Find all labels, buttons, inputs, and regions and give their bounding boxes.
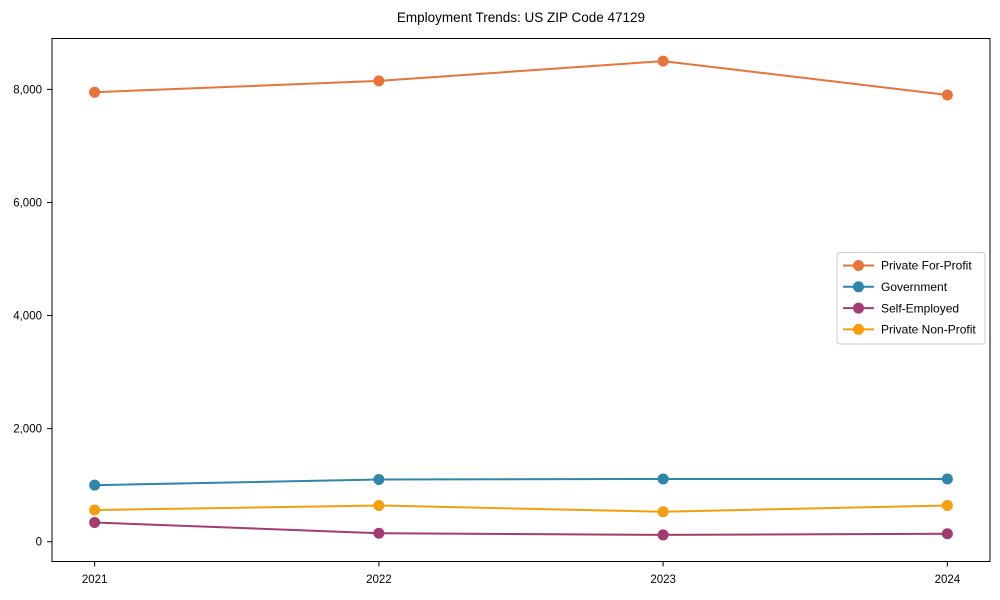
legend-label: Private For-Profit [881,259,972,273]
y-axis-tick-label: 6,000 [13,197,42,209]
data-point-government-2023 [657,473,669,485]
y-axis-tick-label: 0 [36,537,42,549]
y-axis-tick-label: 2,000 [13,424,42,436]
legend-swatch-marker [853,281,864,293]
data-point-government-2024 [941,473,953,485]
legend-item-self-employed: Self-Employed [843,301,959,315]
legend-item-government: Government [843,280,948,294]
data-point-private-for-profit-2021 [89,86,101,98]
legend-swatch-marker [853,302,864,314]
y-axis-tick-label: 8,000 [13,84,42,96]
data-point-private-non-profit-2023 [657,506,669,518]
legend-label: Self-Employed [881,301,959,315]
data-point-self-employed-2024 [941,528,953,540]
data-point-self-employed-2023 [657,529,669,541]
legend-swatch-marker [853,260,864,271]
legend-swatch-marker [853,323,864,335]
series-line-private-non-profit [94,504,948,513]
legend-item-private-for-profit: Private For-Profit [843,259,972,273]
data-point-private-non-profit-2021 [89,504,101,516]
data-point-government-2022 [373,474,385,486]
data-point-private-for-profit-2024 [941,89,953,101]
legend-box [836,252,986,345]
series-line-self-employed [94,521,948,536]
x-axis-tick-label: 2021 [82,574,108,586]
data-point-self-employed-2021 [89,516,101,528]
series-line-private-for-profit [94,60,948,96]
x-axis-tick-label: 2022 [366,574,392,586]
legend-label: Government [881,280,948,294]
data-point-private-non-profit-2022 [373,500,385,512]
x-axis-tick-label: 2024 [935,574,961,586]
data-point-government-2021 [89,479,101,491]
legend-item-private-non-profit: Private Non-Profit [843,323,976,337]
y-axis-tick-label: 4,000 [13,311,42,323]
series-line-government [94,478,948,487]
plot-border [51,38,991,562]
chart-title: Employment Trends: US ZIP Code 47129 [396,10,646,25]
data-point-private-non-profit-2024 [941,500,953,512]
data-point-private-for-profit-2023 [657,55,669,67]
data-point-private-for-profit-2022 [373,75,385,87]
legend: Private For-Profit Government Self-Employe… [836,252,986,345]
data-point-self-employed-2022 [373,527,385,539]
x-axis-tick-label: 2023 [650,574,676,586]
legend-label: Private Non-Profit [881,323,976,337]
